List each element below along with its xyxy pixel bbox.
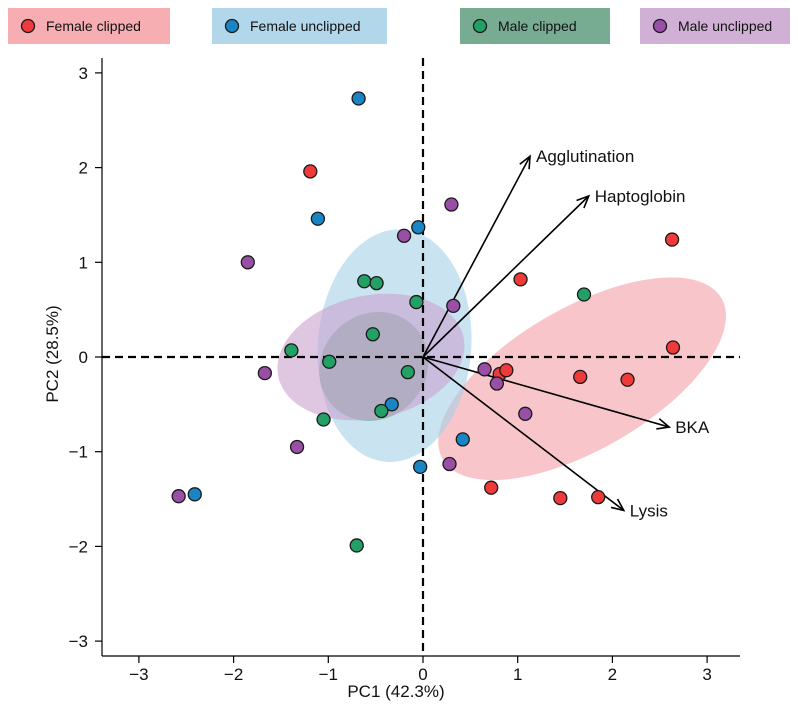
point-series-3: [374, 403, 389, 419]
point-series-4: [477, 362, 492, 377]
legend-marker: [20, 18, 36, 34]
x-tick-label: 2: [608, 665, 617, 684]
legend-label: Male unclipped: [678, 18, 772, 34]
point-series-4: [171, 489, 186, 504]
point-series-3: [322, 354, 337, 369]
point-series-4: [396, 228, 412, 243]
point-series-2: [310, 211, 326, 226]
legend-swatch: [212, 8, 387, 44]
point-series-1: [484, 480, 499, 495]
loading-arrow-head: [656, 418, 672, 430]
loading-arrows: Agglutination Haptoglobin BKA Lysis: [422, 147, 710, 520]
point-series-4: [257, 365, 273, 381]
x-tick-label: −2: [224, 665, 243, 684]
x-tick-label: −3: [129, 665, 148, 684]
loading-arrow-head: [576, 194, 591, 209]
point-series-2: [187, 487, 202, 502]
x-tick-label: 0: [418, 665, 427, 684]
y-tick-label: 0: [79, 348, 88, 367]
axes: −3 −2 −1 0 1 2 3 −3 −2 −1 0 1 2 3: [69, 58, 740, 684]
x-tick-label: −1: [319, 665, 338, 684]
point-series-1: [620, 372, 635, 387]
point-series-1: [665, 340, 681, 355]
point-series-3: [400, 365, 415, 380]
point-series-2: [455, 432, 470, 447]
point-series-4: [289, 439, 305, 455]
point-series-4: [442, 456, 457, 472]
y-tick-label: −2: [69, 537, 88, 556]
ellipse-4: [277, 293, 465, 421]
point-series-3: [365, 327, 380, 342]
data-points: [171, 91, 681, 553]
loading-arrow-head: [610, 498, 626, 512]
point-series-1: [664, 232, 680, 247]
loading-label: BKA: [675, 418, 710, 437]
x-tick-label: 1: [513, 665, 522, 684]
point-series-3: [357, 274, 372, 289]
point-series-4: [489, 376, 505, 391]
legend-marker: [472, 18, 488, 34]
legend: Female clipped Female unclipped Male clipp…: [8, 8, 790, 44]
loading-arrow-head: [519, 154, 531, 170]
point-series-2: [413, 459, 428, 475]
x-axis-title: PC1 (42.3%): [347, 682, 444, 701]
loading-label: Lysis: [630, 501, 668, 520]
y-axis-title: PC2 (28.5%): [43, 305, 62, 402]
point-series-1: [513, 272, 528, 287]
point-series-4: [444, 197, 459, 212]
loading-label: Agglutination: [536, 147, 634, 166]
y-tick-label: −3: [69, 632, 88, 651]
point-series-1: [591, 490, 606, 505]
point-series-3: [349, 538, 364, 553]
point-series-2: [384, 397, 399, 412]
point-series-1: [573, 369, 588, 385]
point-series-1: [499, 363, 514, 378]
legend-marker: [652, 18, 668, 34]
legend-marker: [224, 18, 240, 34]
point-series-3: [409, 294, 424, 310]
point-series-2: [351, 91, 366, 106]
loading-arrow: [422, 356, 625, 512]
legend-label: Female clipped: [46, 18, 141, 34]
legend-label: Male clipped: [498, 18, 577, 34]
point-series-1: [303, 164, 318, 179]
legend-label: Female unclipped: [250, 18, 361, 34]
y-tick-label: 3: [79, 64, 88, 83]
point-series-1: [553, 490, 568, 506]
point-series-3: [316, 412, 331, 427]
loading-arrow: [422, 155, 531, 358]
loading-label: Haptoglobin: [595, 187, 686, 206]
point-series-3: [369, 275, 384, 291]
y-tick-label: 1: [79, 253, 88, 272]
y-tick-label: −1: [69, 443, 88, 462]
point-series-4: [240, 255, 255, 270]
point-series-4: [446, 298, 461, 314]
point-series-3: [284, 343, 299, 358]
point-series-4: [518, 406, 533, 421]
point-series-3: [576, 287, 592, 302]
point-series-2: [411, 220, 426, 235]
loading-arrow: [422, 356, 670, 428]
y-tick-label: 2: [79, 159, 88, 178]
x-tick-label: 3: [702, 665, 711, 684]
loading-arrow: [422, 195, 590, 358]
